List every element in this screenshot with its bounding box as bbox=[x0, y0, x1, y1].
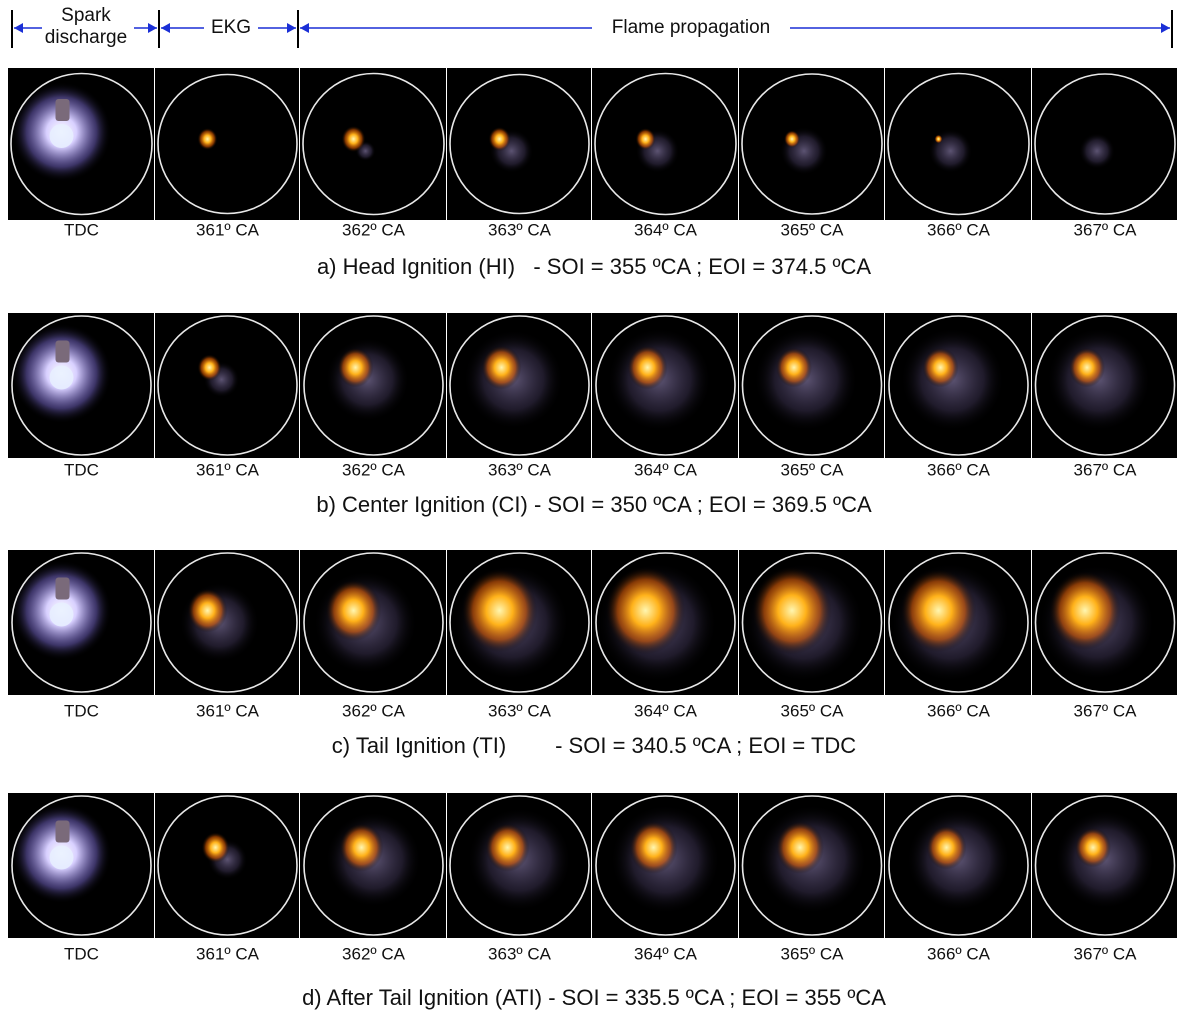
frame-label: 361º CA bbox=[196, 701, 260, 720]
spark-plug bbox=[56, 821, 70, 843]
flame-core bbox=[188, 589, 228, 633]
frame-label: 366º CA bbox=[927, 220, 991, 239]
frame-label: 366º CA bbox=[927, 701, 991, 720]
frame-label: 361º CA bbox=[196, 220, 260, 239]
flame-core bbox=[1049, 571, 1121, 650]
flame-core bbox=[482, 346, 522, 390]
caption: b) Center Ignition (CI) - SOI = 350 ºCA … bbox=[316, 492, 872, 517]
frame-label: 367º CA bbox=[1074, 220, 1138, 239]
spark-core bbox=[50, 366, 74, 390]
flame-core bbox=[489, 127, 511, 151]
spark-core bbox=[50, 846, 74, 870]
flame-core bbox=[784, 130, 800, 148]
caption: d) After Tail Ignition (ATI) - SOI = 335… bbox=[302, 985, 886, 1010]
frame-label: 364º CA bbox=[634, 220, 698, 239]
image-strip bbox=[8, 793, 1177, 938]
flame-core bbox=[1069, 348, 1105, 388]
frame-label: 363º CA bbox=[488, 460, 552, 479]
frame-label: TDC bbox=[64, 944, 99, 963]
frame-label: 363º CA bbox=[488, 220, 552, 239]
header-label: discharge bbox=[45, 27, 127, 48]
flame-core bbox=[901, 569, 977, 653]
frame-label: 365º CA bbox=[781, 701, 845, 720]
frame-image bbox=[155, 68, 299, 220]
flame-core bbox=[340, 823, 384, 871]
frame-label: 361º CA bbox=[196, 460, 260, 479]
frame-label: TDC bbox=[64, 701, 99, 720]
frame-label: TDC bbox=[64, 460, 99, 479]
arrows bbox=[14, 23, 1170, 33]
caption: a) Head Ignition (HI) - SOI = 355 ºCA ; … bbox=[317, 254, 871, 279]
frame-label: 364º CA bbox=[634, 460, 698, 479]
flame-core bbox=[636, 128, 656, 150]
image-strip bbox=[8, 550, 1177, 695]
flame-core bbox=[923, 348, 959, 388]
frame-label: 363º CA bbox=[488, 701, 552, 720]
frame-label: 366º CA bbox=[927, 944, 991, 963]
frame-label: 365º CA bbox=[781, 460, 845, 479]
header-label: Flame propagation bbox=[612, 17, 770, 38]
spark-core bbox=[50, 603, 74, 627]
frame-label: 363º CA bbox=[488, 944, 552, 963]
frame-label: 365º CA bbox=[781, 944, 845, 963]
flame-core bbox=[606, 567, 686, 655]
flame-core bbox=[202, 832, 230, 863]
frame-label: 367º CA bbox=[1074, 944, 1138, 963]
flame-core bbox=[198, 354, 222, 380]
flame-core bbox=[1075, 828, 1111, 868]
flame-core bbox=[326, 580, 382, 642]
frame-label: 362º CA bbox=[342, 460, 406, 479]
header-label: EKG bbox=[211, 17, 251, 38]
frame-label: 367º CA bbox=[1074, 460, 1138, 479]
spark-core bbox=[50, 124, 74, 148]
frame-label: 367º CA bbox=[1074, 701, 1138, 720]
frame-label: 361º CA bbox=[196, 944, 260, 963]
flame-core bbox=[486, 823, 530, 871]
image-strip bbox=[8, 313, 1177, 458]
frame-label: TDC bbox=[64, 220, 99, 239]
figure: Spark discharge EKG Flame propagation TD… bbox=[0, 0, 1178, 1018]
flame-core bbox=[342, 126, 366, 152]
frame-label: 362º CA bbox=[342, 944, 406, 963]
frame-label: 365º CA bbox=[781, 220, 845, 239]
caption: c) Tail Ignition (TI) - SOI = 340.5 ºCA … bbox=[332, 733, 857, 758]
frame-image bbox=[300, 68, 446, 220]
frame-label: 364º CA bbox=[634, 701, 698, 720]
frame-label: 362º CA bbox=[342, 701, 406, 720]
flame-core bbox=[630, 821, 678, 874]
flame-haze bbox=[1079, 133, 1115, 169]
flame-core bbox=[776, 821, 824, 874]
flame-core bbox=[927, 826, 967, 870]
flame-core bbox=[935, 135, 943, 144]
flame-core bbox=[752, 567, 832, 655]
flame-core bbox=[628, 346, 668, 390]
frame-label: 362º CA bbox=[342, 220, 406, 239]
flame-core bbox=[776, 348, 812, 388]
header-label: Spark bbox=[61, 5, 111, 26]
frame-label: 366º CA bbox=[927, 460, 991, 479]
flame-haze bbox=[929, 129, 973, 173]
spark-plug bbox=[56, 578, 70, 600]
image-strip bbox=[8, 68, 1177, 220]
spark-plug bbox=[56, 341, 70, 363]
spark-plug bbox=[56, 99, 70, 121]
flame-core bbox=[462, 569, 538, 653]
frame-label: 364º CA bbox=[634, 944, 698, 963]
flame-core bbox=[338, 348, 374, 388]
flame-core bbox=[198, 128, 218, 150]
